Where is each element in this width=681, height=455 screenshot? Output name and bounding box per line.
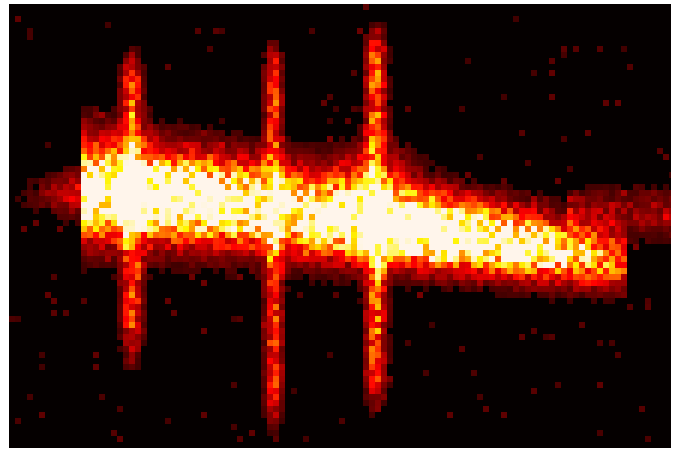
heatmap-canvas xyxy=(9,4,671,442)
heatmap-image xyxy=(9,4,671,448)
